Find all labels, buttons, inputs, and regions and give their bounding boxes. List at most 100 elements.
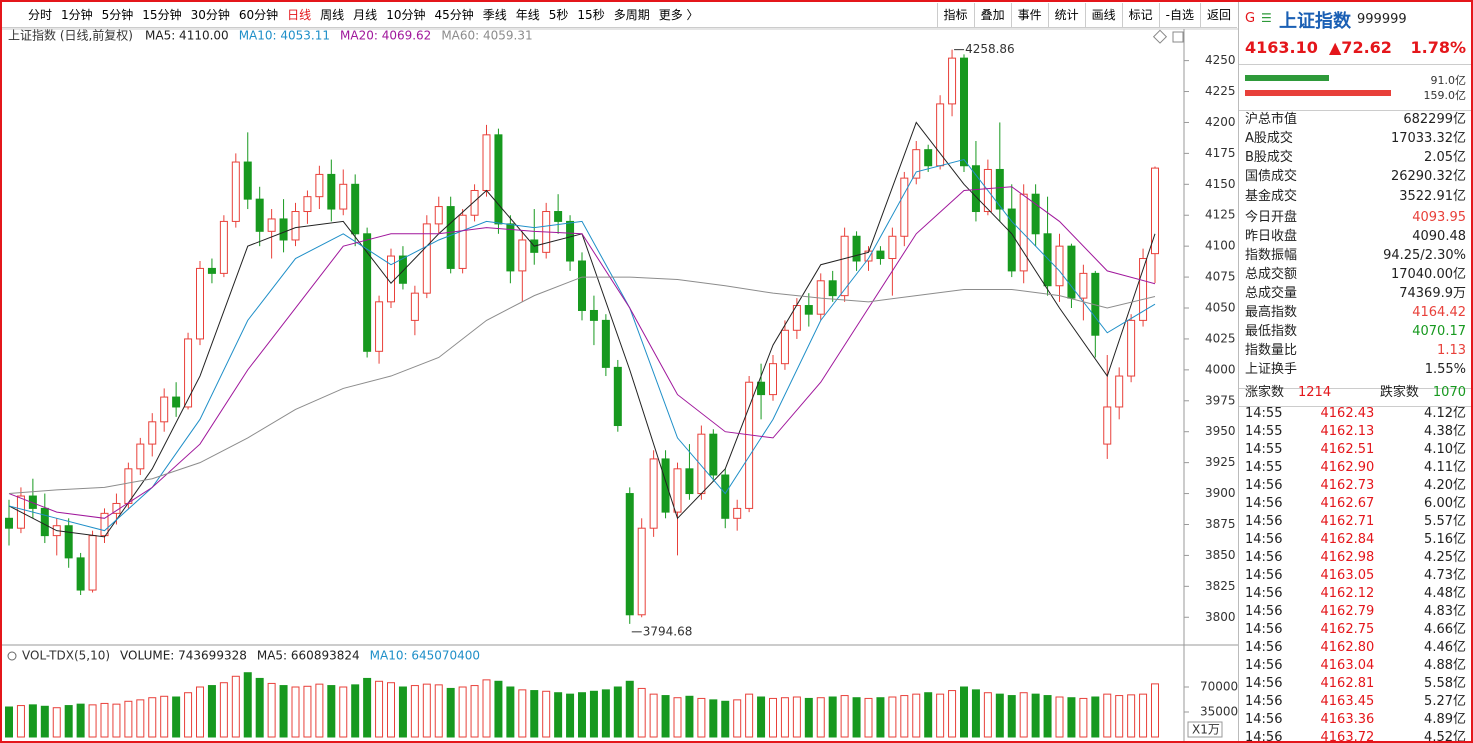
menu-icon[interactable]: ☰ <box>1261 11 1272 25</box>
chart: 3800 3825 3850 3875 3900 3925 3950 3975 4000 4025… <box>2 28 1238 741</box>
y-tick-label: 3800 <box>1205 610 1236 624</box>
tick-time: 14:55 <box>1245 406 1283 421</box>
stat-value: 1.13 <box>1437 343 1466 358</box>
tool-button[interactable]: 指标 <box>936 2 974 27</box>
period-tab[interactable]: 周线 <box>320 8 345 22</box>
tick-volume: 4.83亿 <box>1424 604 1466 619</box>
y-tick-label: 4000 <box>1205 362 1236 376</box>
period-tab[interactable]: 年线 <box>515 8 540 22</box>
tick-volume: 4.12亿 <box>1424 406 1466 421</box>
candle-body <box>375 301 384 352</box>
tick-volume: 4.48亿 <box>1424 586 1466 601</box>
candle-body <box>924 149 933 167</box>
candle-body <box>327 173 336 210</box>
breadth-down: 1070 <box>1432 385 1466 400</box>
volume-bar <box>1043 695 1052 738</box>
candle-body <box>757 381 766 396</box>
tick-price: 4162.80 <box>1320 640 1375 655</box>
volume-bar <box>255 677 264 738</box>
period-tab[interactable]: 日线 <box>287 8 312 22</box>
volume-bar <box>160 695 169 738</box>
candle-body <box>613 366 622 427</box>
period-tab[interactable]: 月线 <box>353 8 378 22</box>
ma-line <box>8 186 1156 519</box>
icon[interactable] <box>1172 31 1184 43</box>
candle-body <box>315 173 324 198</box>
legend-entry: MA5: 660893824 <box>257 649 360 663</box>
tick-volume: 4.88亿 <box>1424 658 1466 673</box>
candle-body <box>1055 245 1064 287</box>
volume-bar <box>852 697 861 738</box>
volume-bar <box>458 686 467 738</box>
annotation: 3794.68 <box>643 624 693 638</box>
period-tab[interactable]: 15分钟 <box>142 8 182 22</box>
stat-row: B股成交 2.05亿 <box>1245 148 1466 167</box>
period-tab[interactable]: 5分钟 <box>101 8 134 22</box>
volume-bar <box>840 695 849 738</box>
volume-bar <box>816 697 825 738</box>
volume-bar <box>1115 695 1124 738</box>
y-tick-label: 3825 <box>1205 579 1236 593</box>
period-tab[interactable]: 季线 <box>482 8 507 22</box>
volume-bar <box>506 686 515 738</box>
period-tab[interactable]: 30分钟 <box>190 8 230 22</box>
stat-value: 26290.32亿 <box>1390 169 1466 184</box>
y-tick-label: 4200 <box>1205 115 1236 129</box>
volume-bar <box>1139 693 1148 738</box>
tool-button[interactable]: 统计 <box>1047 2 1085 27</box>
volume-bar <box>673 697 682 738</box>
tick-time: 14:55 <box>1245 424 1283 439</box>
tool-button[interactable]: 画线 <box>1084 2 1122 27</box>
period-tab[interactable]: 60分钟 <box>238 8 279 22</box>
tick-price: 4163.36 <box>1320 712 1375 727</box>
volume-bar <box>983 692 992 738</box>
tool-button[interactable]: 叠加 <box>973 2 1011 27</box>
volume-bar <box>900 695 909 738</box>
amount-bar <box>1245 90 1392 96</box>
candle-body <box>1103 406 1112 445</box>
legend-entry: MA10: 4053.11 <box>239 29 330 43</box>
tool-button[interactable]: -自选 <box>1158 2 1200 27</box>
volume-bar <box>769 697 777 738</box>
candle-body <box>64 525 73 559</box>
candle-body <box>685 468 694 495</box>
tick-time: 14:56 <box>1245 676 1283 691</box>
tool-button[interactable]: 返回 <box>1199 2 1237 27</box>
y-tick-label: 3925 <box>1205 455 1236 469</box>
tick-price: 4162.71 <box>1320 514 1375 529</box>
toggle-icon[interactable] <box>7 651 17 661</box>
candle-body <box>339 183 348 210</box>
period-tab[interactable]: 10分钟 <box>386 8 426 22</box>
tick-time: 14:56 <box>1245 730 1283 743</box>
period-tab[interactable]: 多周期 <box>613 8 650 22</box>
period-tab[interactable]: 45分钟 <box>434 8 474 22</box>
period-tab[interactable]: 1分钟 <box>61 8 93 22</box>
tool-button[interactable]: 事件 <box>1010 2 1048 27</box>
tick-row: 14:56 4163.05 4.73亿 <box>1245 567 1466 585</box>
period-tab[interactable]: 5秒 <box>548 8 569 22</box>
period-tab[interactable]: 分时 <box>28 8 53 22</box>
index-code: 999999 <box>1357 12 1407 27</box>
candle-body <box>673 468 682 513</box>
stat-label: 国债成交 <box>1245 169 1298 184</box>
volume-bar <box>578 692 586 738</box>
y-tick-label: 4075 <box>1205 270 1236 284</box>
period-tab[interactable]: 更多 〉 <box>658 8 699 22</box>
tick-row: 14:56 4163.04 4.88亿 <box>1245 657 1466 675</box>
candle-body <box>267 218 276 232</box>
volume-bar <box>709 699 718 738</box>
volume-bar <box>351 684 360 738</box>
candle-body <box>960 57 968 167</box>
price: 4163.10 <box>1245 38 1318 57</box>
volume-bar <box>1007 695 1016 738</box>
tick-row: 14:56 4162.98 4.25亿 <box>1245 549 1466 567</box>
unit-box <box>1187 721 1223 738</box>
volume-bar <box>589 690 598 738</box>
icon[interactable] <box>1152 29 1168 44</box>
tool-button[interactable]: 标记 <box>1121 2 1159 27</box>
period-tab[interactable]: 15秒 <box>577 8 605 22</box>
tick-price: 4163.04 <box>1320 658 1375 673</box>
candle-body <box>422 223 431 294</box>
tick-time: 14:56 <box>1245 586 1283 601</box>
volume-bar <box>888 696 897 738</box>
